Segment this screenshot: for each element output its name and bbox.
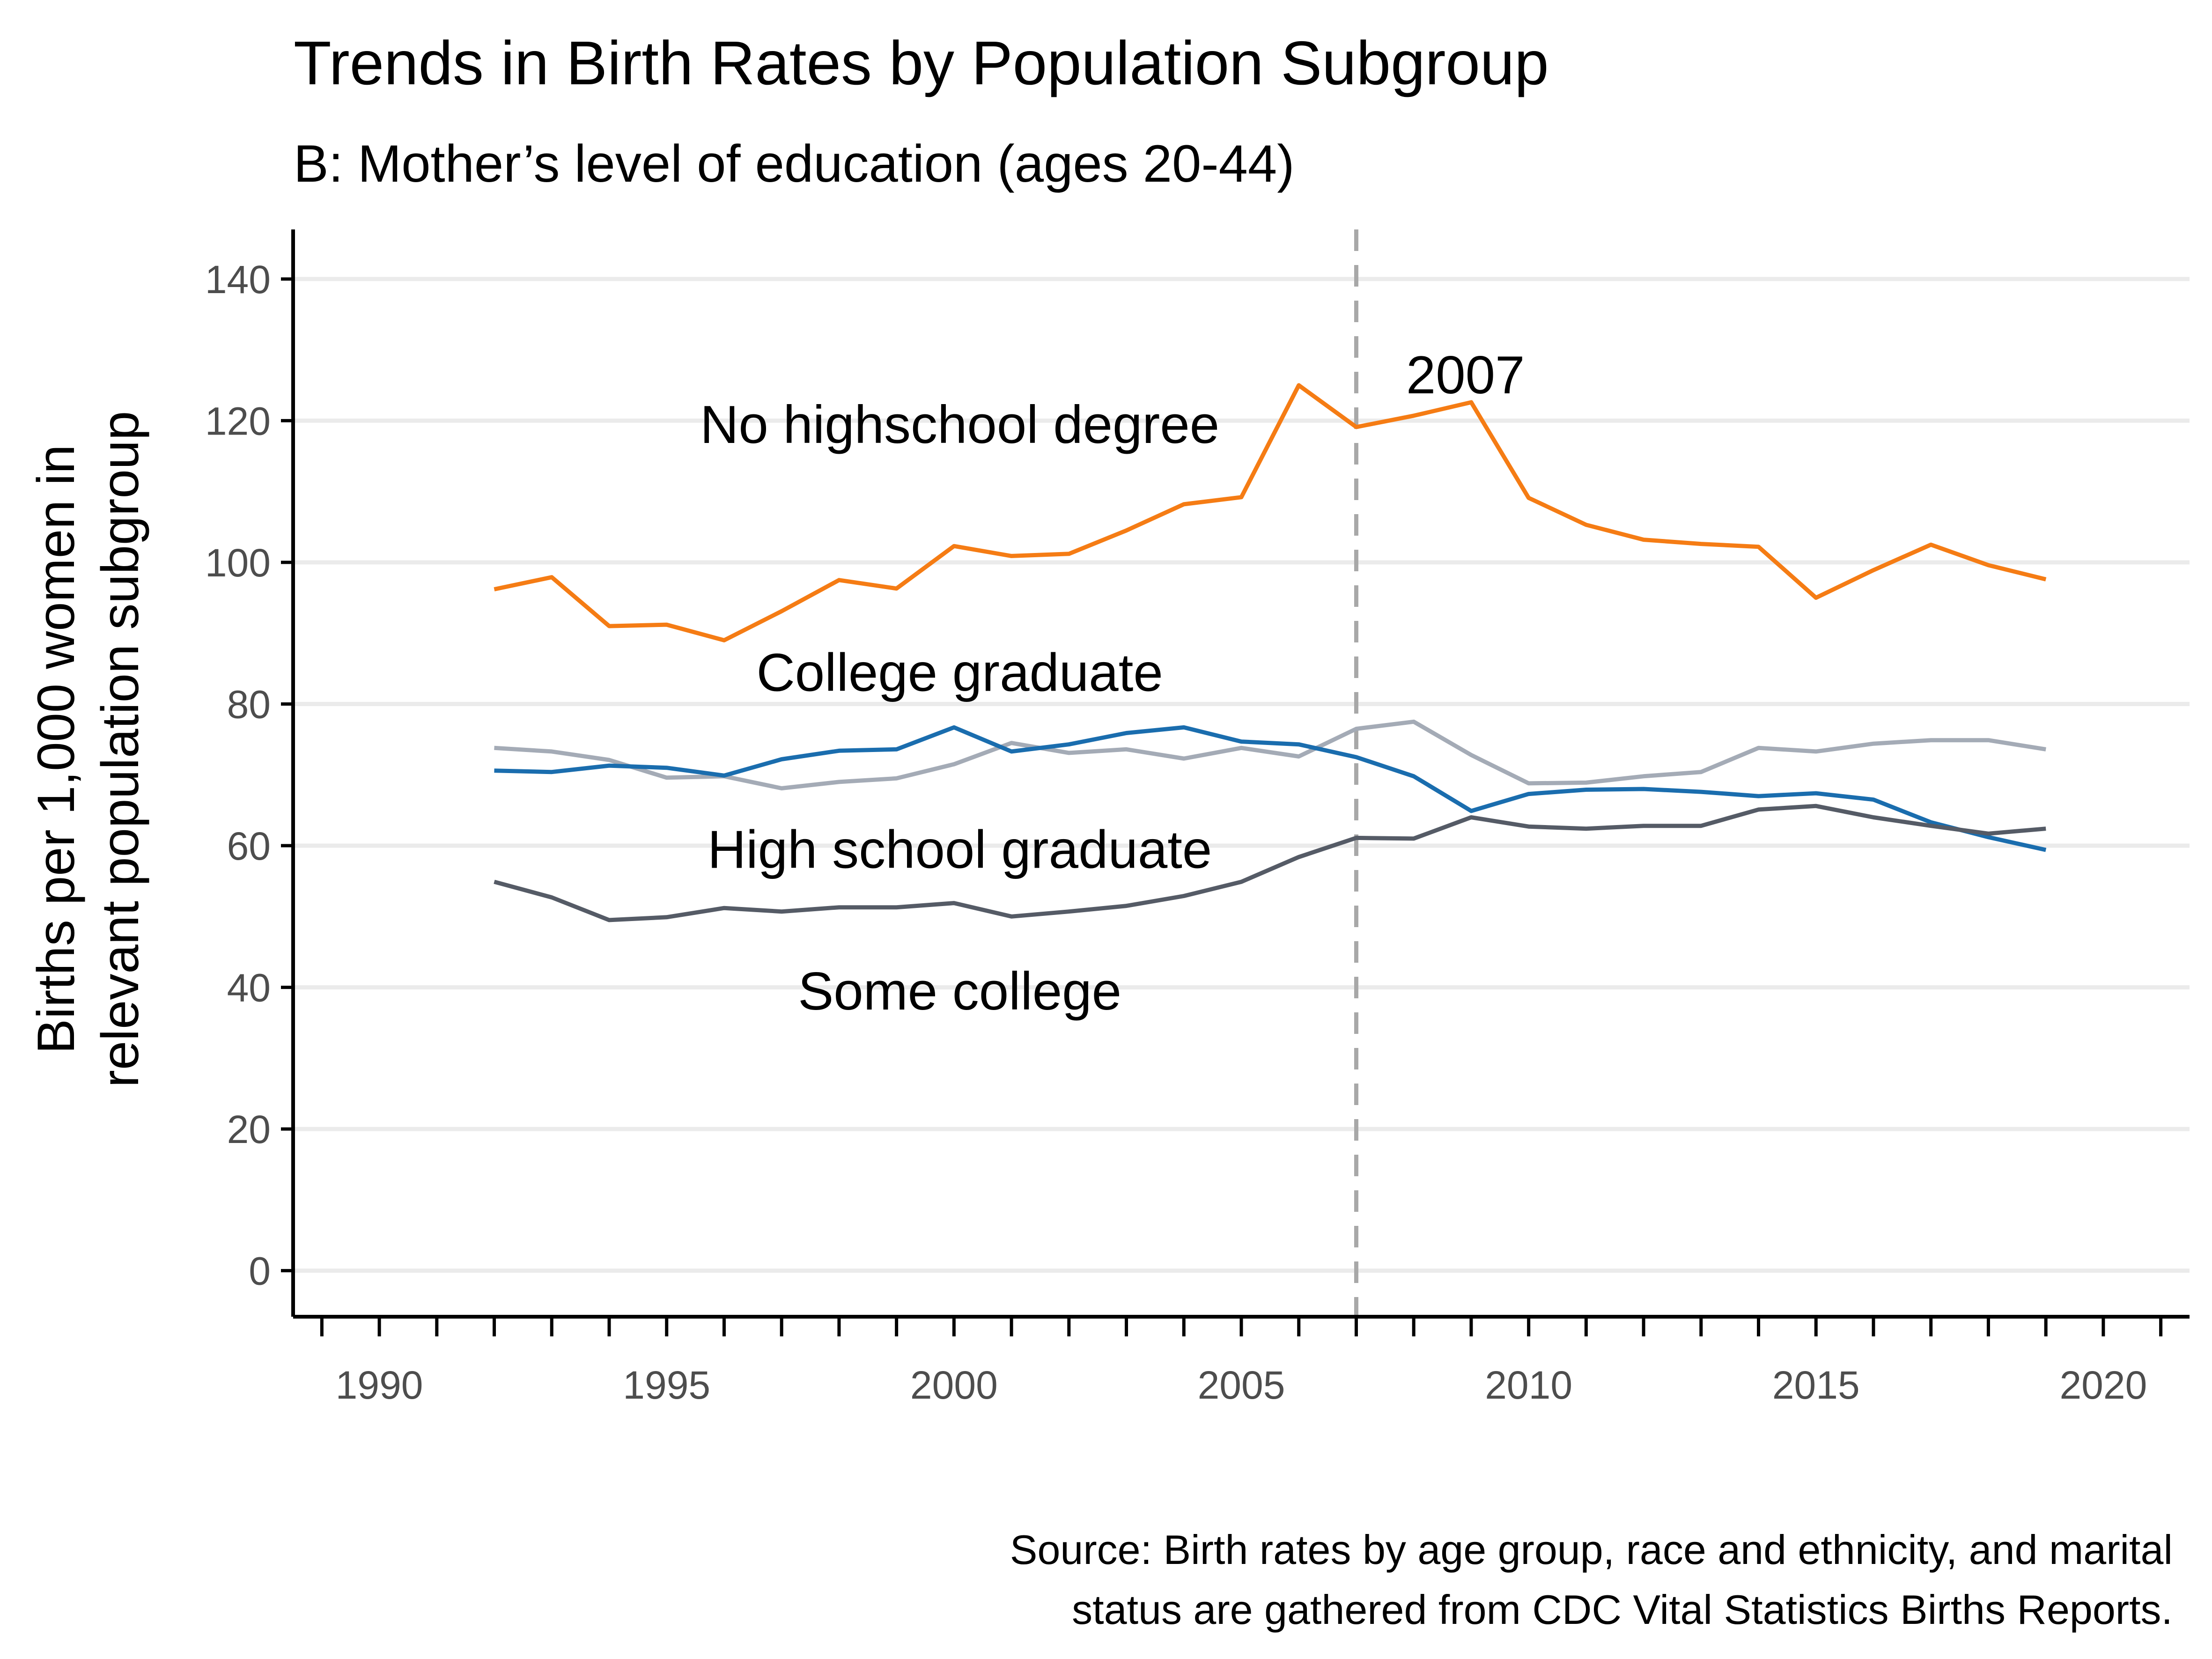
series-labels: No highschool degree College graduate High… [700, 395, 1219, 1021]
x-tick-label-1995: 1995 [623, 1363, 710, 1407]
reference-line-layer: 2007 [1354, 229, 1525, 1317]
x-tick-label-1990: 1990 [336, 1363, 423, 1407]
y-tick-label-40: 40 [227, 966, 271, 1010]
series-label-college-graduate: College graduate [756, 643, 1163, 702]
caption-line-1: Source: Birth rates by age group, race a… [1010, 1526, 2173, 1573]
reference-line-label: 2007 [1406, 346, 1525, 405]
x-tick-label-2000: 2000 [910, 1363, 998, 1407]
series-line-college-graduate [494, 719, 2046, 790]
axes: 0 20 40 60 80 100 120 140 1990 1995 2000 2005 2010 20… [205, 229, 2190, 1407]
series-line-no-highschool-degree [494, 383, 2047, 642]
series-label-some-college: Some college [798, 962, 1121, 1021]
caption-line-2: status are gathered from CDC Vital Stati… [1072, 1586, 2173, 1633]
y-tick-label-120: 120 [205, 399, 271, 443]
y-tick-label-20: 20 [227, 1107, 271, 1151]
x-tick-label-2020: 2020 [2059, 1363, 2147, 1407]
chart-subtitle: B: Mother’s level of education (ages 20-… [294, 134, 1295, 193]
series-label-high-school-graduate: High school graduate [708, 820, 1212, 880]
y-tick-label-100: 100 [205, 541, 271, 585]
y-axis-title-line-2: relevant population subgroup [91, 411, 149, 1088]
y-axis-title-line-1: Births per 1,000 women in [27, 444, 85, 1054]
series-lines [494, 383, 2047, 922]
y-tick-label-0: 0 [249, 1249, 271, 1293]
gridlines [293, 277, 2190, 1273]
x-tick-label-2015: 2015 [1772, 1363, 1860, 1407]
x-tick-label-2005: 2005 [1198, 1363, 1285, 1407]
series-label-no-highschool-degree: No highschool degree [700, 395, 1219, 455]
series-line-high-school-graduate [494, 725, 2047, 852]
y-tick-label-140: 140 [205, 258, 271, 302]
y-tick-label-80: 80 [227, 683, 271, 727]
chart-title: Trends in Birth Rates by Population Subg… [294, 29, 1549, 97]
y-axis-title: Births per 1,000 women in relevant popul… [27, 411, 149, 1088]
source-caption: Source: Birth rates by age group, race a… [1010, 1526, 2173, 1633]
series-line-some-college [494, 804, 2046, 922]
x-tick-label-2010: 2010 [1485, 1363, 1572, 1407]
y-tick-label-60: 60 [227, 824, 271, 868]
